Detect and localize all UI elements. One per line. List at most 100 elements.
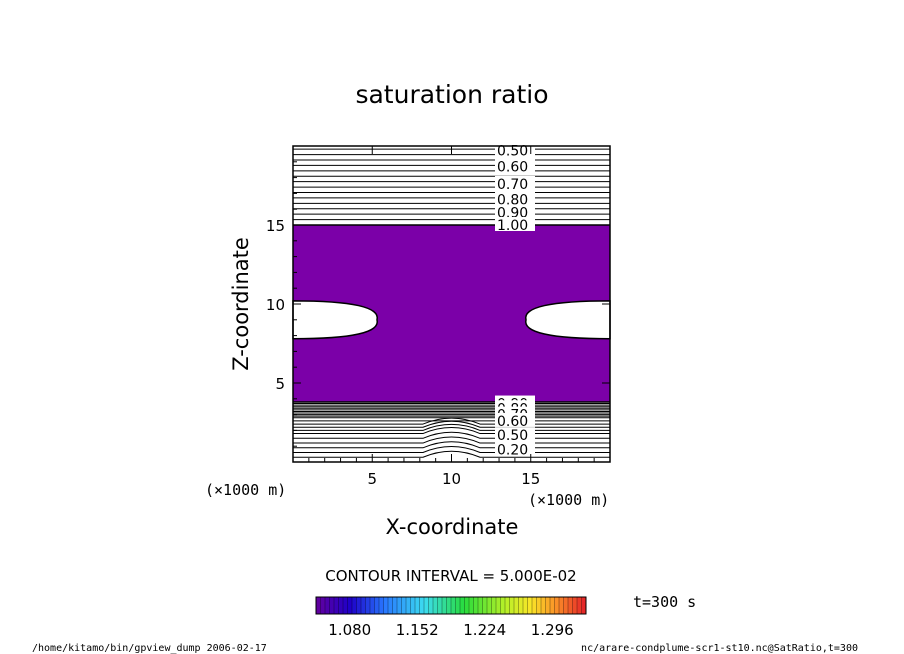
colorbar-cell bbox=[356, 597, 362, 614]
colorbar-cell bbox=[514, 597, 519, 614]
contour-label: 0.20 bbox=[497, 442, 528, 458]
y-tick-label: 5 bbox=[275, 375, 285, 393]
colorbar-cell bbox=[505, 597, 510, 614]
unsaturated-lobe-left bbox=[292, 300, 378, 340]
contour-label: 0.50 bbox=[497, 144, 528, 160]
colorbar-cell bbox=[545, 597, 551, 614]
contour-label-bg bbox=[495, 158, 535, 173]
colorbar-cell bbox=[455, 597, 461, 614]
contour-line bbox=[293, 436, 610, 444]
colorbar-cell bbox=[406, 597, 411, 614]
chart-title: saturation ratio bbox=[355, 80, 548, 109]
contour-label-bg bbox=[495, 204, 535, 219]
contour-line bbox=[293, 431, 610, 439]
colorbar-cell bbox=[473, 597, 479, 614]
contour-label-bg bbox=[495, 191, 535, 206]
colorbar-cell bbox=[401, 597, 407, 614]
colorbar-cell bbox=[536, 597, 542, 614]
plot-area: 0.500.600.700.800.901.000.900.800.700.60… bbox=[266, 142, 611, 488]
colorbar-cell bbox=[518, 597, 524, 614]
footer-right: nc/arare-condplume-scr1-st10.nc@SatRatio… bbox=[581, 643, 858, 654]
colorbar-cell bbox=[383, 597, 389, 614]
colorbar-cell bbox=[482, 597, 488, 614]
colorbar-cell bbox=[491, 597, 497, 614]
contour-label-bg bbox=[495, 427, 535, 442]
colorbar-cell bbox=[433, 597, 438, 614]
colorbar-cell bbox=[329, 597, 335, 614]
colorbar-cell bbox=[568, 597, 573, 614]
colorbar-cell bbox=[451, 597, 456, 614]
colorbar-cell bbox=[572, 597, 578, 614]
colorbar-cell bbox=[347, 597, 353, 614]
colorbar-cell bbox=[374, 597, 380, 614]
contour-label-bg bbox=[495, 217, 535, 231]
colorbar-cell bbox=[437, 597, 443, 614]
colorbar-cell bbox=[410, 597, 416, 614]
colorbar-cell bbox=[478, 597, 483, 614]
x-axis-label: X-coordinate bbox=[386, 515, 519, 539]
colorbar-cell bbox=[415, 597, 420, 614]
colorbar-cell bbox=[559, 597, 564, 614]
contour-label-bg bbox=[495, 175, 535, 190]
x-tick-label: 15 bbox=[521, 470, 540, 488]
footer-left: /home/kitamo/bin/gpview_dump 2006-02-17 bbox=[32, 643, 267, 654]
time-label: t=300 s bbox=[633, 593, 696, 611]
colorbar-cell bbox=[388, 597, 393, 614]
colorbar-cell bbox=[550, 597, 555, 614]
colorbar-cell bbox=[532, 597, 537, 614]
contour-line bbox=[293, 446, 610, 454]
contour-line bbox=[293, 423, 610, 431]
contour-label: 0.60 bbox=[497, 160, 528, 176]
colorbar-cell bbox=[338, 597, 344, 614]
colorbar-cell bbox=[370, 597, 375, 614]
contour-line bbox=[293, 427, 610, 435]
colorbar-cell bbox=[523, 597, 528, 614]
colorbar-cell bbox=[334, 597, 339, 614]
y-axis-unit: (×1000 m) bbox=[205, 481, 286, 499]
contour-line bbox=[293, 420, 610, 428]
colorbar-cell bbox=[446, 597, 452, 614]
colorbar-cell bbox=[419, 597, 425, 614]
contour-label: 1.00 bbox=[497, 218, 528, 234]
y-tick-label: 15 bbox=[266, 217, 285, 235]
colorbar-cell bbox=[428, 597, 434, 614]
colorbar-tick-label: 1.080 bbox=[328, 621, 371, 639]
colorbar-cell bbox=[496, 597, 501, 614]
colorbar: 1.080 1.152 1.224 1.296 bbox=[315, 596, 587, 639]
colorbar-cell bbox=[392, 597, 398, 614]
contour-label: 0.70 bbox=[497, 177, 528, 193]
x-tick-label: 5 bbox=[367, 470, 377, 488]
colorbar-cell bbox=[500, 597, 506, 614]
colorbar-cell bbox=[577, 597, 582, 614]
colorbar-cell bbox=[554, 597, 560, 614]
contour-label-bg bbox=[495, 412, 535, 427]
colorbar-cell bbox=[509, 597, 515, 614]
colorbar-cell bbox=[563, 597, 569, 614]
colorbar-cell bbox=[424, 597, 429, 614]
contour-label-bg bbox=[495, 441, 535, 456]
colorbar-cell bbox=[460, 597, 465, 614]
colorbar-tick-label: 1.152 bbox=[396, 621, 439, 639]
colorbar-cell bbox=[325, 597, 330, 614]
contour-label: 0.60 bbox=[497, 414, 528, 430]
contour-interval-text: CONTOUR INTERVAL = 5.000E-02 bbox=[325, 567, 576, 585]
colorbar-cell bbox=[343, 597, 348, 614]
colorbar-frame bbox=[315, 596, 587, 615]
colorbar-cell bbox=[397, 597, 402, 614]
contour-line bbox=[293, 441, 610, 449]
colorbar-cell bbox=[581, 597, 587, 614]
contour-line bbox=[293, 450, 610, 458]
colorbar-cell bbox=[442, 597, 447, 614]
x-tick-label: 10 bbox=[442, 470, 461, 488]
colorbar-cell bbox=[527, 597, 533, 614]
colorbar-cell bbox=[320, 597, 326, 614]
x-axis-unit: (×1000 m) bbox=[528, 491, 609, 509]
colorbar-cell bbox=[487, 597, 492, 614]
colorbar-cell bbox=[464, 597, 470, 614]
contour-label: 0.50 bbox=[497, 428, 528, 444]
contour-line bbox=[293, 417, 610, 425]
colorbar-tick-label: 1.296 bbox=[531, 621, 574, 639]
y-axis-label: Z-coordinate bbox=[229, 237, 253, 371]
colorbar-cell bbox=[316, 597, 321, 614]
